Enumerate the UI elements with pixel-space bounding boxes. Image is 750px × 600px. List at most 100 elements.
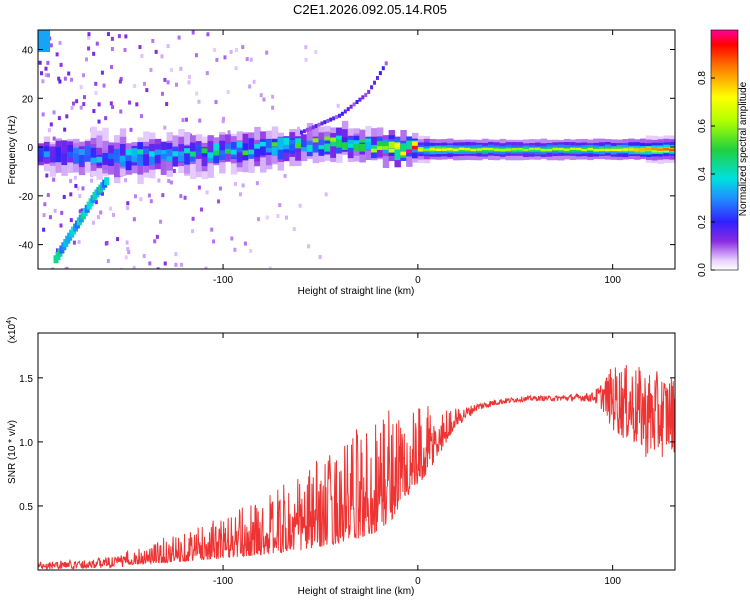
spectrogram-noise-cell [252,79,256,84]
spectrogram-noise-cell [39,71,43,76]
spectrogram-band-cell [406,149,413,153]
spectrogram-noise-cell [336,103,340,108]
spectrogram-noise-cell [165,102,169,107]
spectrogram-noise-cell [124,178,128,183]
spectrogram-noise-cell [278,203,282,208]
spectrogram-noise-cell [148,261,152,266]
spectrogram-streak-cell [370,85,374,90]
spectrogram-band-cell [119,143,127,164]
spectrogram-noise-cell [128,100,132,105]
spectrogram-streak-cell [302,129,306,134]
spectrogram-band-cell [271,147,279,156]
spectrogram-noise-cell [283,173,287,178]
spectrogram-noise-cell [129,127,133,132]
spectrogram-noise-cell [77,239,81,244]
spectrogram-noise-cell [255,181,259,186]
spectrogram-band-cell [406,145,413,153]
spectrogram-noise-cell [206,32,210,37]
spectrogram-band-cell [189,151,197,162]
spectrogram-band-cell [663,148,670,151]
colorbar-scale [710,29,739,271]
spectrogram-noise-cell [184,117,188,122]
spectrogram-noise-cell [215,57,219,62]
spectrogram-noise-cell [62,194,66,199]
spectrogram-band-cell [166,149,174,160]
spectrogram-band-cell [219,140,226,159]
spectrogram-band-cell [452,148,460,152]
snr-series-line [38,365,675,570]
spectrogram-band-cell [441,148,448,151]
spectrogram-noise-cell [125,240,129,245]
spectrogram-noise-cell [227,130,231,135]
spectrogram-noise-cell [304,45,308,50]
spectrogram-noise-cell [132,217,136,222]
spectrogram-noise-cell [45,173,49,178]
spectrogram-band-cell [312,136,320,152]
spectrogram-band-cell [295,144,302,149]
spectrogram-noise-cell [74,183,78,188]
spectrogram-band-cell [154,149,162,155]
spectrogram-noise-cell [145,88,149,93]
spectrogram-noise-cell [97,119,101,124]
spectrogram-noise-cell [249,57,253,62]
spectrogram-noise-cell [132,265,136,269]
spectrogram-noise-cell [76,186,80,191]
spectrogram-y-tick-label: 40 [22,46,34,57]
spectrogram-noise-cell [112,212,116,217]
spectrogram-streak-cell [320,121,324,126]
spectrogram-noise-cell [157,178,161,183]
spectrogram-band-cell [172,148,179,167]
spectrogram-band-cell [388,148,396,153]
spectrogram-noise-cell [127,250,131,255]
spectrogram-noise-cell [298,203,302,208]
spectrogram-noise-cell [100,70,104,75]
spectrogram-band-cell [207,152,214,158]
spectrogram-band-cell [55,147,62,160]
spectrogram-streak-cell [337,113,341,118]
spectrogram-band-cell [482,147,489,151]
spectrogram-noise-cell [238,192,242,197]
colorbar-tick-label: 0.6 [697,119,708,133]
spectrogram-band-cell [300,139,308,149]
snr-y-tick-label: 1.5 [19,374,33,385]
spectrogram-noise-cell [138,45,142,50]
spectrogram-noise-cell [52,177,56,182]
spectrogram-noise-cell [38,60,42,65]
spectrogram-noise-cell [46,193,50,198]
spectrogram-band-cell [487,147,495,151]
spectrogram-noise-cell [284,215,288,220]
spectrogram-band-cell [149,151,156,157]
spectrogram-noise-cell [248,84,252,89]
spectrogram-noise-cell [233,181,237,186]
spectrogram-noise-cell [174,82,178,87]
spectrogram-band-cell [569,147,577,150]
spectrogram-band-cell [376,146,384,150]
spectrogram-band-cell [593,149,600,152]
snr-y-axis: 0.5 1.0 1.5 [19,374,675,513]
spectrogram-band-cell [143,148,150,155]
spectrogram-band-cell [353,140,361,145]
spectrogram-noise-cell [204,266,208,269]
spectrogram-noise-cell [218,186,222,191]
spectrogram-band-cell [236,141,244,152]
spectrogram-noise-cell [94,90,98,95]
spectrogram-noise-cell [95,41,99,46]
spectrogram-noise-cell [87,35,91,40]
spectrogram-noise-cell [49,122,53,127]
spectrogram-band-cell [254,148,261,158]
spectrogram-noise-cell [140,53,144,58]
spectrogram-noise-cell [142,81,146,86]
spectrogram-band-cell [300,147,308,152]
spectrogram-noise-cell [151,38,155,43]
colorbar-ticks: 0.0 0.2 0.4 0.6 0.8 [697,71,715,277]
spectrogram-noise-cell [119,109,123,114]
spectrogram-band-cell [189,151,197,157]
spectrogram-band-cell [330,138,337,147]
spectrogram-band-cell [575,147,583,151]
spectrogram-noise-cell [195,91,199,96]
spectrogram-noise-cell [198,118,202,123]
spectrogram-noise-cell [85,57,89,62]
colorbar-label: Normalized spectral amplitude [738,81,749,216]
snr-y-tick-label: 0.5 [19,502,33,513]
spectrogram-y-tick-label: 20 [22,94,34,105]
